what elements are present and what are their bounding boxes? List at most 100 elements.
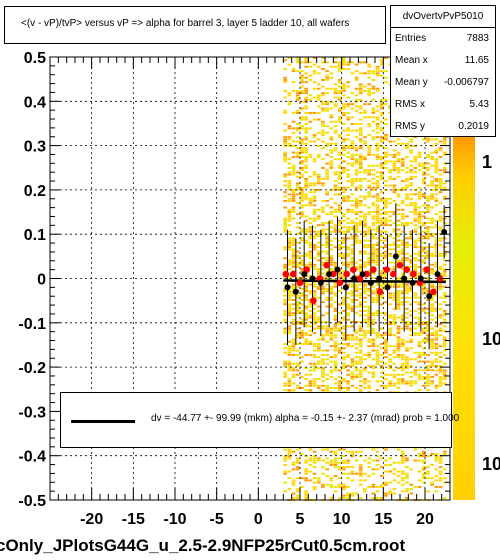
heatmap-cell (291, 362, 296, 365)
heatmap-cell (392, 266, 397, 268)
heatmap-cell (295, 213, 300, 216)
heatmap-cell (379, 127, 384, 130)
heatmap-cell (321, 92, 325, 95)
heatmap-cell (358, 252, 363, 255)
heatmap-cell (409, 138, 413, 141)
heatmap-cell (413, 327, 418, 330)
heatmap-cell (358, 468, 363, 471)
heatmap-cell (384, 492, 388, 495)
heatmap-cell (379, 283, 384, 286)
heatmap-cell (375, 208, 380, 211)
heatmap-cell (392, 299, 397, 301)
heatmap-cell (426, 455, 430, 458)
heatmap-cell (287, 453, 292, 455)
heatmap-cell (421, 303, 426, 306)
heatmap-cell (287, 360, 292, 363)
heatmap-cell (350, 261, 355, 264)
heatmap-cell (396, 171, 401, 174)
heatmap-cell (300, 193, 304, 196)
heatmap-cell (304, 204, 308, 207)
heatmap-cell (379, 191, 384, 194)
heatmap-cell (312, 200, 317, 202)
heatmap-cell (358, 329, 363, 332)
heatmap-cell (375, 259, 380, 262)
heatmap-cell (346, 369, 350, 372)
heatmap-cell (354, 160, 359, 163)
heatmap-cell (295, 369, 300, 372)
heatmap-cell (396, 336, 401, 339)
heatmap-cell (291, 112, 296, 114)
heatmap-cell (379, 224, 384, 227)
heatmap-cell (333, 125, 338, 128)
heatmap-cell (430, 318, 434, 321)
heatmap-cell (283, 219, 287, 222)
heatmap-cell (325, 103, 329, 106)
heatmap-cell (283, 490, 287, 493)
heatmap-cell (430, 268, 434, 271)
heatmap-cell (346, 305, 350, 308)
heatmap-cell (379, 239, 384, 242)
heatmap-cell (409, 244, 413, 246)
heatmap-cell (312, 481, 317, 484)
heatmap-cell (430, 382, 434, 385)
heatmap-cell (283, 217, 287, 220)
heatmap-cell (371, 228, 376, 231)
heatmap-cell (329, 369, 334, 372)
heatmap-cell (379, 259, 384, 262)
heatmap-cell (379, 61, 384, 64)
heatmap-cell (291, 68, 296, 70)
heatmap-cell (350, 200, 355, 202)
heatmap-cell (409, 261, 413, 264)
heatmap-cell (438, 219, 443, 222)
heatmap-cell (367, 314, 371, 317)
heatmap-cell (308, 61, 313, 64)
heatmap-cell (291, 323, 296, 326)
heatmap-cell (430, 272, 434, 275)
heatmap-cell (329, 197, 334, 200)
heatmap-cell (442, 279, 447, 282)
heatmap-cell (304, 325, 308, 328)
heatmap-cell (417, 233, 422, 235)
heatmap-cell (283, 277, 287, 279)
heatmap-cell (304, 305, 308, 308)
heatmap-cell (295, 257, 300, 260)
heatmap-cell (346, 175, 350, 178)
heatmap-cell (354, 186, 359, 189)
heatmap-cell (442, 450, 447, 453)
heatmap-cell (312, 96, 317, 99)
heatmap-cell (337, 222, 342, 224)
heatmap-cell (300, 303, 304, 306)
heatmap-cell (434, 241, 439, 244)
heatmap-cell (346, 365, 350, 367)
heatmap-cell (342, 255, 346, 257)
heatmap-cell (325, 362, 329, 365)
profile-point-red (410, 270, 417, 278)
heatmap-cell (291, 120, 296, 123)
heatmap-cell (421, 347, 426, 350)
heatmap-cell (405, 252, 409, 255)
heatmap-cell (291, 171, 296, 174)
heatmap-cell (417, 301, 422, 304)
heatmap-cell (426, 376, 430, 378)
heatmap-cell (342, 68, 346, 70)
heatmap-cell (287, 380, 292, 383)
heatmap-cell (375, 334, 380, 337)
heatmap-cell (379, 114, 384, 117)
heatmap-cell (283, 301, 287, 304)
heatmap-cell (400, 461, 405, 464)
heatmap-cell (358, 305, 363, 308)
heatmap-cell (392, 369, 397, 372)
heatmap-cell (363, 261, 367, 264)
heatmap-cell (337, 61, 342, 64)
heatmap-cell (400, 252, 405, 255)
heatmap-cell (358, 211, 363, 213)
heatmap-cell (434, 266, 439, 268)
heatmap-cell (342, 114, 346, 117)
heatmap-cell (430, 464, 434, 466)
heatmap-cell (342, 59, 346, 62)
heatmap-cell (421, 453, 426, 455)
heatmap-cell (426, 138, 430, 141)
heatmap-cell (312, 455, 317, 458)
heatmap-cell (421, 354, 426, 356)
heatmap-cell (392, 191, 397, 194)
